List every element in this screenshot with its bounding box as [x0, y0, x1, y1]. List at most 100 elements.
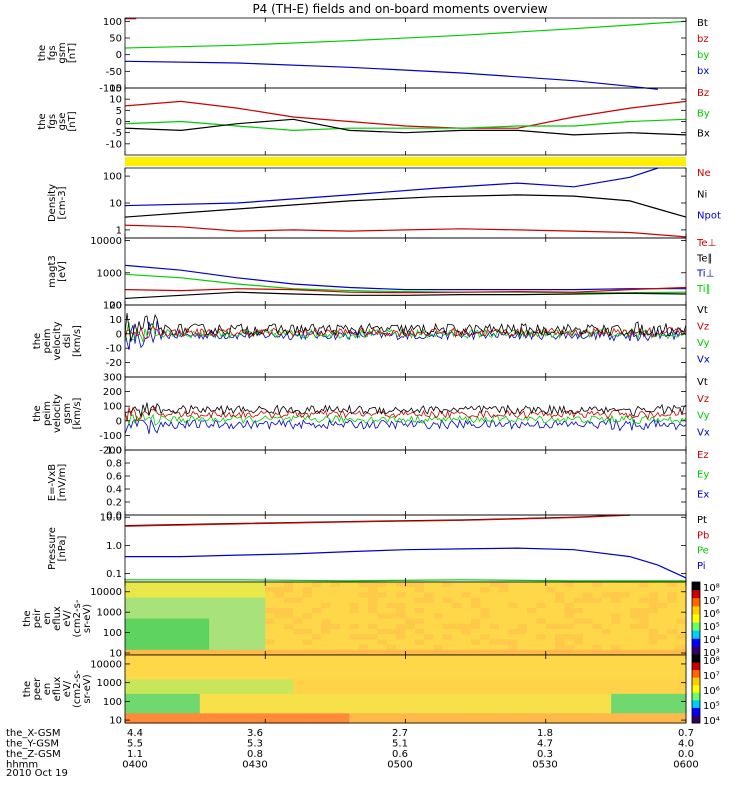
spectrogram-cell [536, 703, 547, 710]
spectrogram-cell [181, 689, 192, 695]
spectrogram-cell [442, 713, 453, 719]
spectrogram-cell [545, 634, 556, 640]
spectrogram-cell [461, 669, 472, 676]
spectrogram-cell [181, 669, 192, 676]
spectrogram-cell [143, 698, 154, 705]
spectrogram-cell [536, 628, 547, 635]
spectrogram-cell [274, 634, 285, 640]
spectrogram-cell [620, 639, 631, 646]
spectrogram-cell [368, 708, 379, 714]
spectrogram-cell [489, 587, 500, 594]
spectrogram-cell [199, 698, 210, 705]
spectrogram-cell [237, 718, 248, 724]
spectrogram-cell [508, 582, 519, 588]
spectrogram-cell [190, 608, 201, 614]
spectrogram-cell [424, 649, 435, 656]
spectrogram-cell [181, 708, 192, 714]
colorbar-tick-label: 10⁴ [703, 716, 720, 727]
spectrogram-cell [125, 684, 135, 690]
spectrogram-cell [386, 684, 397, 690]
spectrogram-cell [153, 649, 163, 656]
spectrogram-cell [667, 602, 678, 609]
spectrogram-cell [199, 592, 210, 599]
spectrogram-cell [405, 659, 416, 666]
spectrogram-cell [648, 718, 659, 724]
spectrogram-cell [424, 602, 435, 609]
spectrogram-cell [433, 634, 444, 640]
spectrogram-cell [667, 713, 678, 719]
y-tick-label: 10 [109, 315, 122, 326]
spectrogram-cell [573, 684, 584, 690]
spectrogram-cell [583, 655, 594, 661]
spectrogram-cell [433, 693, 444, 700]
spectrogram-cell [209, 664, 220, 671]
spectrogram-cell [283, 597, 294, 604]
spectrogram-cell [592, 623, 603, 630]
spectrogram-cell [639, 655, 650, 661]
colorbar-tick-label: 10⁸ [703, 583, 720, 594]
spectrogram-cell [237, 655, 248, 661]
spectrogram-cell [396, 597, 407, 604]
spectrogram-cell [321, 659, 332, 666]
spectrogram-cell [583, 608, 594, 614]
spectrogram-cell [442, 718, 453, 724]
spectrogram-cell [162, 587, 173, 594]
spectrogram-cell [545, 592, 556, 599]
spectrogram-cell [246, 689, 257, 695]
spectrogram-cell [527, 698, 537, 705]
velocity-trace-green [124, 413, 687, 426]
spectrogram-cell [340, 613, 350, 620]
spectrogram-cell [517, 628, 528, 635]
spectrogram-cell [340, 634, 350, 640]
spectrogram-cell [302, 644, 313, 651]
spectrogram-cell [536, 689, 547, 695]
spectrogram-cell [555, 708, 566, 714]
spectrogram-cell [676, 597, 687, 604]
colorbar-frame [691, 654, 701, 724]
spectrogram-cell [377, 674, 388, 680]
spectrogram-cell [153, 664, 163, 671]
spectrogram-cell [368, 608, 379, 614]
spectrogram-cell [312, 718, 322, 724]
spectrogram-cell [227, 613, 238, 620]
spectrogram-cell [312, 703, 322, 710]
spectrogram-cell [639, 602, 650, 609]
spectrogram-cell [312, 693, 322, 700]
spectrogram-cell [153, 713, 163, 719]
spectrogram-cell [227, 623, 238, 630]
spectrogram-cell [601, 659, 612, 666]
spectrogram-cell [283, 674, 294, 680]
spectrogram-cell [340, 674, 350, 680]
spectrogram-cell [283, 592, 294, 599]
spectrogram-cell [255, 649, 266, 656]
spectrogram-cell [386, 587, 397, 594]
spectrogram-cell [209, 644, 220, 651]
colorbar-tick-label: 10⁷ [703, 596, 720, 607]
spectrogram-cell [489, 628, 500, 635]
spectrogram-cell [676, 582, 687, 588]
spectrogram-cell [564, 718, 575, 724]
spectrogram-cell [517, 659, 528, 666]
spectrogram-cell [227, 602, 238, 609]
spectrogram-cell [125, 718, 135, 724]
spectrogram-cell [349, 582, 360, 588]
spectrogram-cell [611, 608, 622, 614]
colorbar-segment [692, 622, 700, 632]
spectrogram-cell [405, 587, 416, 594]
spectrogram-cell [396, 664, 407, 671]
spectrogram-cell [648, 649, 659, 656]
spectrogram-cell [657, 592, 668, 599]
spectrogram-cell [592, 644, 603, 651]
spectrogram-cell [676, 679, 687, 685]
spectrogram-cell [667, 639, 678, 646]
colorbar-segment [692, 700, 700, 709]
spectrogram-cell [629, 608, 640, 614]
spectrogram-cell [414, 718, 425, 724]
spectrogram-cell [452, 693, 463, 700]
y-tick-label: 10000 [90, 587, 122, 598]
spectrogram-cell [517, 602, 528, 609]
spectrogram-cell [274, 597, 285, 604]
spectrogram-cell [480, 608, 491, 614]
